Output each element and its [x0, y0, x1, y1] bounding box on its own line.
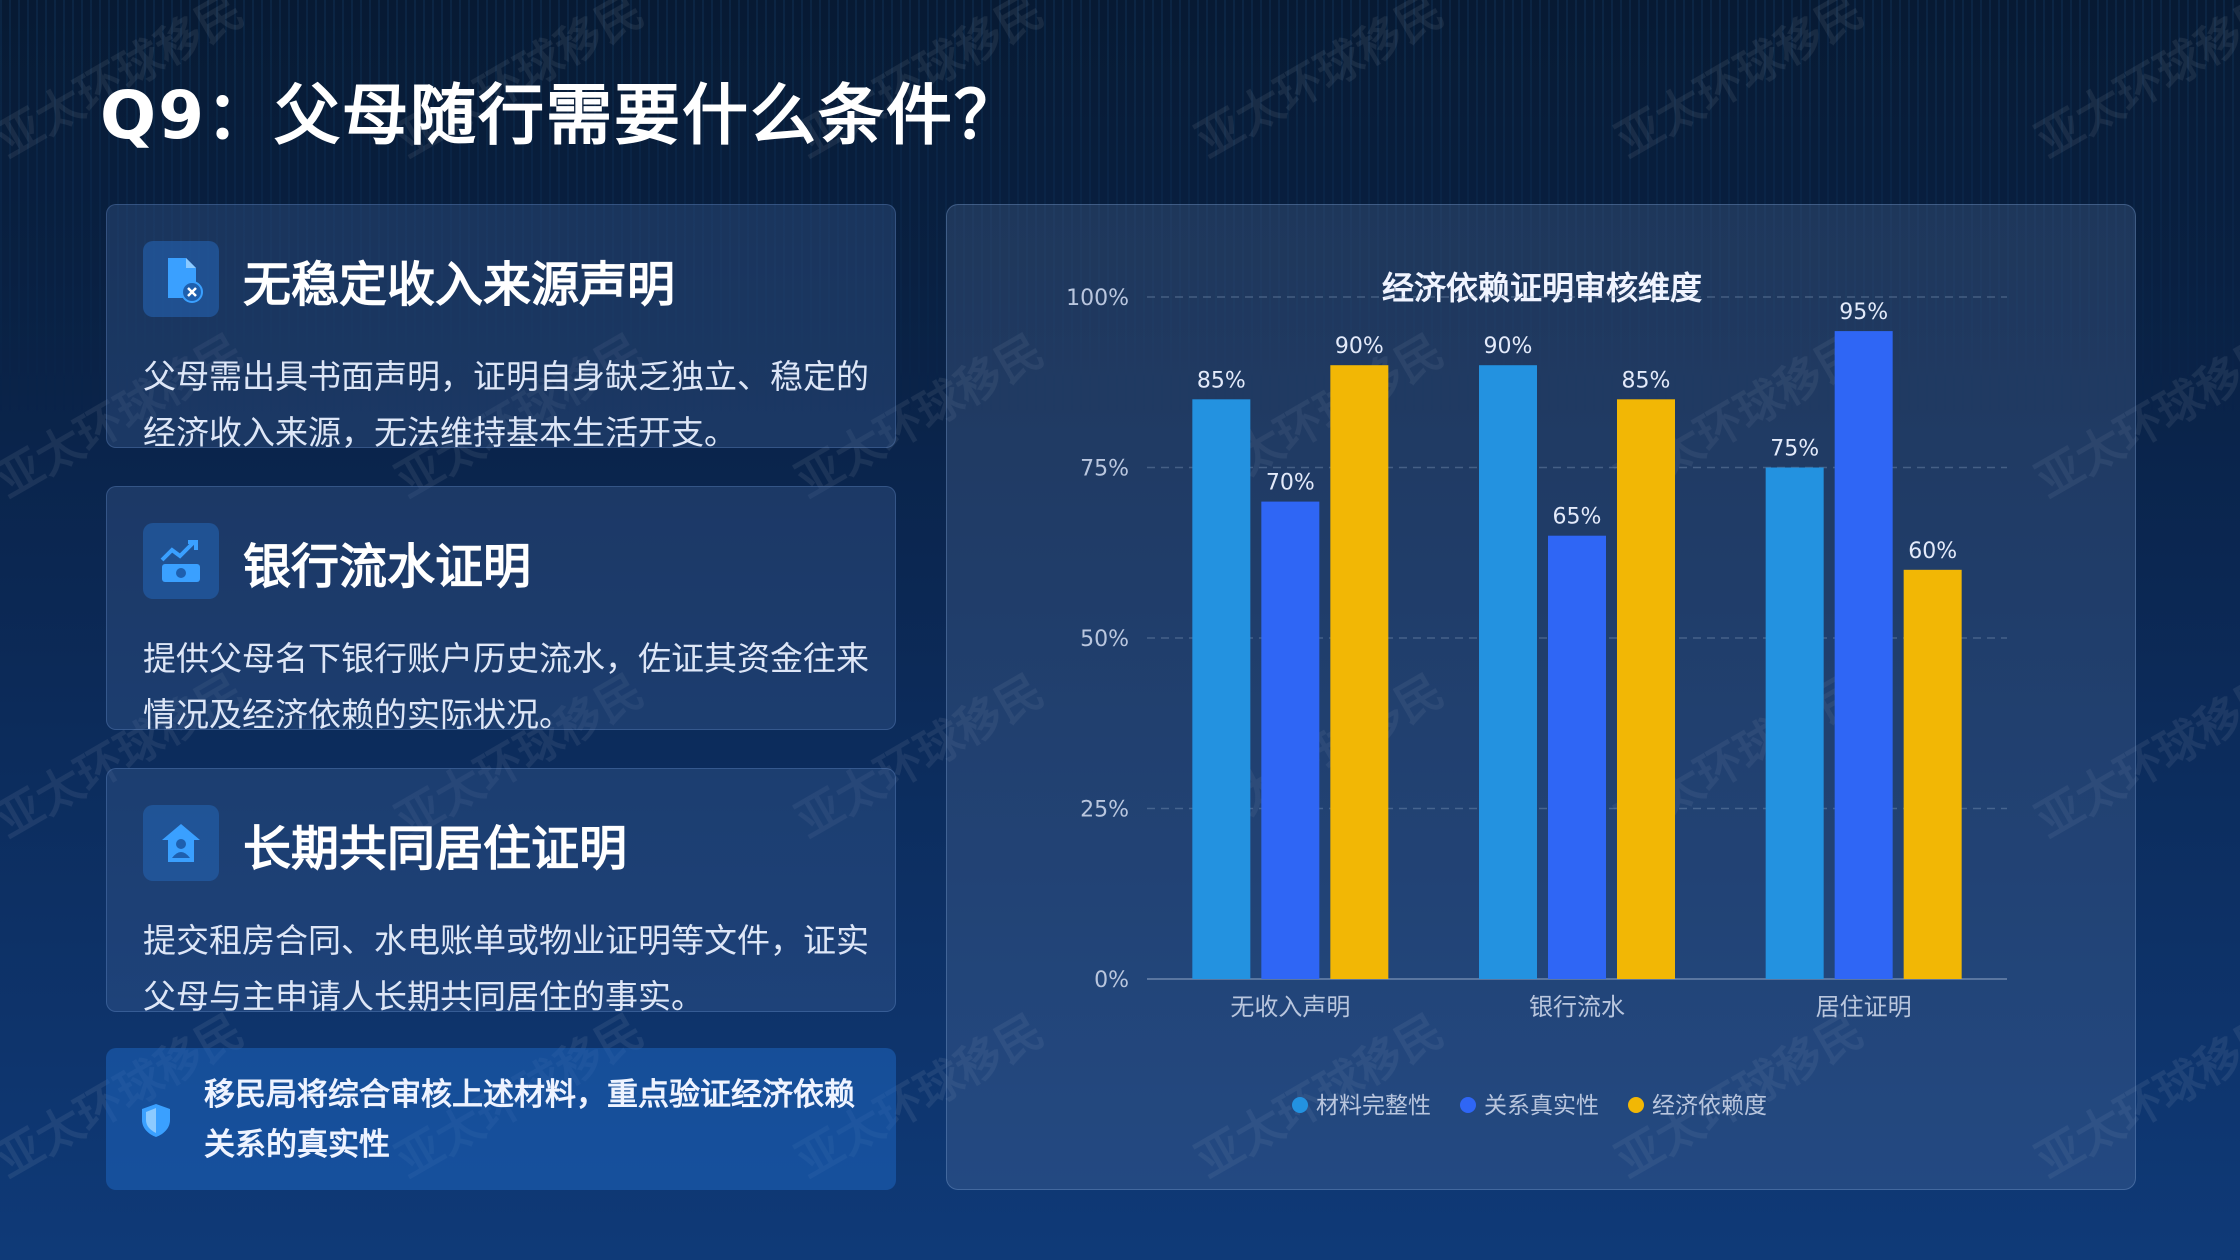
chart-legend: 材料完整性 关系真实性 经济依赖度	[1292, 1093, 1767, 1119]
bar	[1548, 535, 1606, 979]
bar-value-label: 95%	[1839, 300, 1888, 325]
card-bank-statement: 银行流水证明 提供父母名下银行账户历史流水，佐证其资金往来情况及经济依赖的实际状…	[106, 486, 896, 734]
card-text: 提交租房合同、水电账单或物业证明等文件，证实父母与主申请人长期共同居住的事实。	[143, 921, 869, 1016]
card-text: 父母需出具书面声明，证明自身缺乏独立、稳定的经济收入来源，无法维持基本生活开支。	[143, 357, 869, 452]
watermark-text: 亚太环球移民	[1186, 0, 1453, 168]
legend-label: 经济依赖度	[1652, 1093, 1767, 1119]
page-title: Q9：父母随行需要什么条件？	[100, 77, 1023, 154]
watermark-text: 亚太环球移民	[2026, 0, 2240, 168]
file-cancel-icon	[143, 241, 219, 317]
bar	[1617, 399, 1675, 979]
card-text: 提供父母名下银行账户历史流水，佐证其资金往来情况及经济依赖的实际状况。	[143, 639, 869, 734]
card-title: 无稳定收入来源声明	[243, 257, 676, 313]
y-tick-label: 100%	[1066, 286, 1129, 311]
review-note: 移民局将综合审核上述材料，重点验证经济依赖关系的真实性	[106, 1048, 896, 1190]
y-tick-label: 75%	[1080, 457, 1129, 482]
bar	[1765, 467, 1824, 979]
money-chart-icon	[143, 523, 219, 599]
bar-value-label: 85%	[1622, 368, 1671, 393]
legend-label: 材料完整性	[1316, 1093, 1431, 1119]
legend-swatch	[1292, 1097, 1308, 1113]
legend-swatch	[1628, 1097, 1644, 1113]
card-cohabitation-proof: 长期共同居住证明 提交租房合同、水电账单或物业证明等文件，证实父母与主申请人长期…	[106, 768, 896, 1016]
x-tick-label: 银行流水	[1529, 993, 1625, 1021]
bar	[1479, 365, 1537, 979]
bar-value-label: 85%	[1197, 368, 1246, 393]
card-title: 银行流水证明	[243, 539, 532, 595]
bar-value-label: 65%	[1553, 505, 1602, 530]
card-no-income-statement: 无稳定收入来源声明 父母需出具书面声明，证明自身缺乏独立、稳定的经济收入来源，无…	[106, 204, 896, 452]
y-tick-label: 50%	[1080, 627, 1129, 652]
bar	[1261, 501, 1320, 979]
card-title: 长期共同居住证明	[243, 821, 628, 877]
legend-label: 关系真实性	[1484, 1093, 1599, 1119]
x-tick-label: 无收入声明	[1230, 993, 1350, 1021]
bar	[1192, 399, 1251, 979]
bar-value-label: 90%	[1484, 334, 1533, 359]
chart-panel: 经济依赖证明审核维度 0% 25% 50% 75% 100% 85% 70% 90% 无收入声明…	[946, 204, 2136, 1190]
bar-value-label: 75%	[1770, 437, 1819, 462]
bar-chart: 经济依赖证明审核维度 0% 25% 50% 75% 100% 85% 70% 90% 无收入声明…	[1066, 269, 2007, 1119]
bar	[1330, 365, 1389, 979]
bar	[1903, 569, 1962, 979]
bar-value-label: 70%	[1266, 471, 1315, 496]
x-tick-label: 居住证明	[1816, 993, 1912, 1021]
chart-title: 经济依赖证明审核维度	[1382, 269, 1702, 307]
chart-labels: 0% 25% 50% 75% 100% 85% 70% 90% 无收入声明 90% 65% 85% 银行…	[1066, 286, 1957, 1021]
house-user-icon	[143, 805, 219, 881]
y-tick-label: 25%	[1080, 798, 1129, 823]
y-tick-label: 0%	[1094, 968, 1129, 993]
bar-value-label: 60%	[1908, 539, 1957, 564]
bar-value-label: 90%	[1335, 334, 1384, 359]
watermark-text: 亚太环球移民	[1606, 0, 1873, 168]
note-text: 移民局将综合审核上述材料，重点验证经济依赖关系的真实性	[204, 1077, 855, 1163]
bar	[1834, 331, 1893, 980]
shield-icon	[142, 1104, 170, 1137]
chart-bars	[1192, 331, 1962, 980]
legend-swatch	[1460, 1097, 1476, 1113]
